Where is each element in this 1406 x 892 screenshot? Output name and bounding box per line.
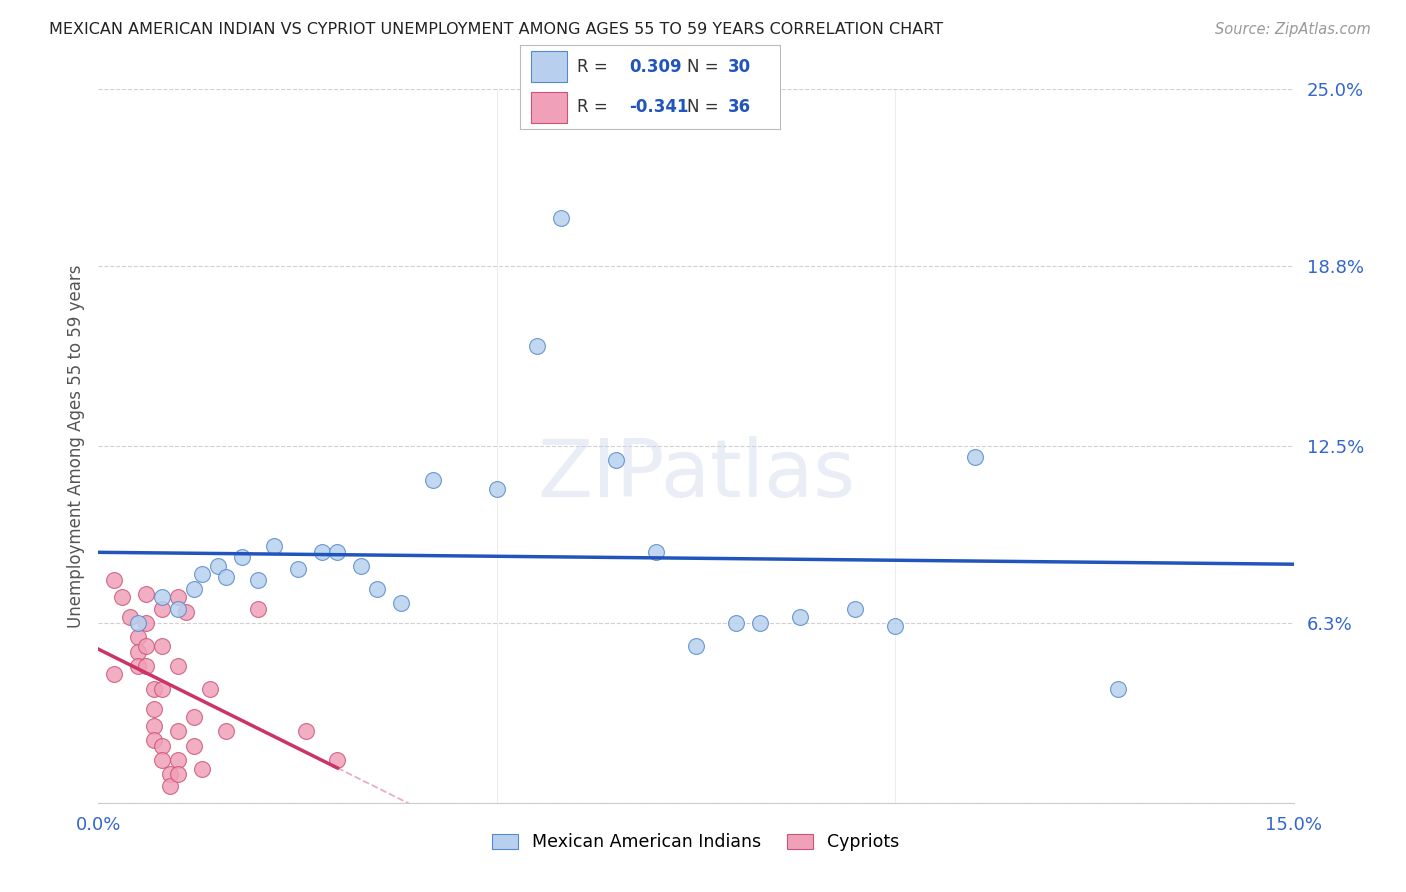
Point — [127, 615, 149, 630]
Point — [207, 558, 229, 573]
Point — [135, 639, 157, 653]
Point — [183, 739, 205, 753]
Point — [150, 601, 173, 615]
Point — [191, 567, 214, 582]
Point — [366, 582, 388, 596]
Point — [127, 644, 149, 658]
Point — [150, 639, 173, 653]
Text: 36: 36 — [728, 98, 751, 116]
Point — [127, 658, 149, 673]
Point — [174, 605, 197, 619]
Point — [326, 753, 349, 767]
Point — [183, 710, 205, 724]
Point — [748, 615, 770, 630]
Point — [150, 753, 173, 767]
Text: 30: 30 — [728, 58, 751, 76]
Point — [150, 591, 173, 605]
Text: N =: N = — [686, 98, 718, 116]
Point — [246, 573, 269, 587]
Point — [287, 562, 309, 576]
Point — [963, 450, 986, 465]
Text: 0.309: 0.309 — [630, 58, 682, 76]
Point — [724, 615, 747, 630]
Point — [294, 724, 316, 739]
Point — [526, 339, 548, 353]
Point — [326, 544, 349, 558]
Point — [645, 544, 668, 558]
Point — [159, 767, 181, 781]
Text: Source: ZipAtlas.com: Source: ZipAtlas.com — [1215, 22, 1371, 37]
Point — [127, 630, 149, 644]
Point — [143, 719, 166, 733]
Point — [685, 639, 707, 653]
Point — [605, 453, 627, 467]
Point — [246, 601, 269, 615]
Point — [389, 596, 412, 610]
Point — [183, 582, 205, 596]
Point — [485, 482, 508, 496]
Text: MEXICAN AMERICAN INDIAN VS CYPRIOT UNEMPLOYMENT AMONG AGES 55 TO 59 YEARS CORREL: MEXICAN AMERICAN INDIAN VS CYPRIOT UNEMP… — [49, 22, 943, 37]
Text: ZIPatlas: ZIPatlas — [537, 435, 855, 514]
Point — [1107, 681, 1129, 696]
Point — [143, 701, 166, 715]
Point — [103, 667, 125, 681]
Point — [120, 610, 142, 624]
Point — [884, 619, 907, 633]
Point — [550, 211, 572, 225]
Point — [159, 779, 181, 793]
Point — [103, 573, 125, 587]
Point — [167, 724, 190, 739]
Text: R =: R = — [578, 58, 609, 76]
Point — [167, 658, 190, 673]
Legend: Mexican American Indians, Cypriots: Mexican American Indians, Cypriots — [485, 827, 907, 858]
FancyBboxPatch shape — [530, 52, 567, 82]
Text: R =: R = — [578, 98, 609, 116]
Point — [215, 570, 238, 584]
Text: N =: N = — [686, 58, 718, 76]
Point — [844, 601, 866, 615]
Point — [135, 658, 157, 673]
FancyBboxPatch shape — [530, 92, 567, 122]
Point — [231, 550, 253, 565]
Point — [167, 601, 190, 615]
Point — [150, 681, 173, 696]
Point — [789, 610, 811, 624]
Point — [135, 587, 157, 601]
Point — [191, 762, 214, 776]
Point — [215, 724, 238, 739]
Point — [111, 591, 134, 605]
Point — [167, 591, 190, 605]
Point — [422, 473, 444, 487]
Point — [143, 681, 166, 696]
Point — [150, 739, 173, 753]
Point — [167, 767, 190, 781]
Point — [143, 733, 166, 747]
Point — [263, 539, 285, 553]
Point — [311, 544, 333, 558]
Point — [350, 558, 373, 573]
Point — [135, 615, 157, 630]
Text: -0.341: -0.341 — [630, 98, 689, 116]
Y-axis label: Unemployment Among Ages 55 to 59 years: Unemployment Among Ages 55 to 59 years — [66, 264, 84, 628]
Point — [167, 753, 190, 767]
Point — [198, 681, 221, 696]
